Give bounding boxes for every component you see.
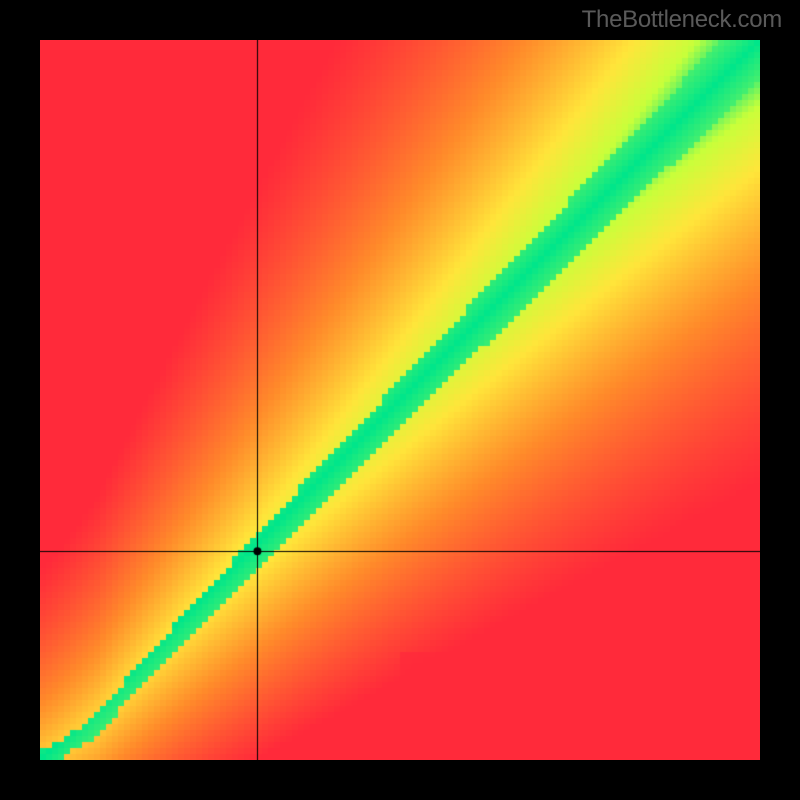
chart-container: TheBottleneck.com [0,0,800,800]
watermark-text: TheBottleneck.com [582,6,782,34]
plot-area [40,40,760,760]
heatmap-canvas [40,40,760,760]
